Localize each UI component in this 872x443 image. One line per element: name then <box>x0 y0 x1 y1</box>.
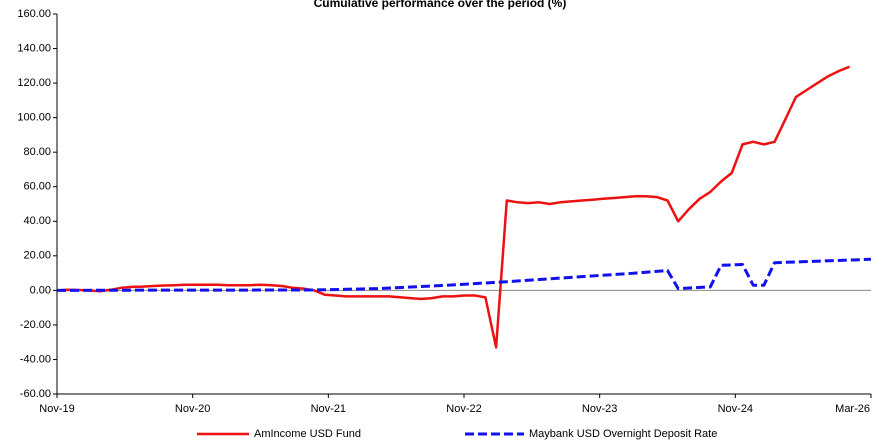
chart-title: Cumulative performance over the period (… <box>314 0 567 10</box>
y-tick-label: -20.00 <box>20 319 51 331</box>
y-tick-label: 0.00 <box>30 284 51 296</box>
y-tick-label: -60.00 <box>20 388 51 400</box>
y-tick-label: 140.00 <box>17 42 51 54</box>
x-tick-label: Nov-20 <box>175 403 210 415</box>
x-tick-label: Nov-22 <box>446 403 481 415</box>
x-tick-label: Mar-26 <box>835 403 870 415</box>
series-benchmark-line <box>56 257 872 292</box>
y-tick-label: 80.00 <box>23 146 51 158</box>
y-tick-label: 100.00 <box>17 112 51 124</box>
x-tick-label: Nov-21 <box>311 403 346 415</box>
x-tick-label: Nov-23 <box>582 403 617 415</box>
y-tick-label: 20.00 <box>23 250 51 262</box>
x-tick-label: Nov-24 <box>718 403 753 415</box>
series-fund-line <box>56 65 851 349</box>
legend: AmIncome USD Fund Maybank USD Overnight … <box>197 428 717 440</box>
y-tick-label: 60.00 <box>23 181 51 193</box>
y-axis-ticks: 160.00 140.00 120.00 100.00 80.00 60.00 40.00 2… <box>17 8 57 400</box>
y-tick-label: 160.00 <box>17 8 51 20</box>
y-tick-label: -40.00 <box>20 353 51 365</box>
y-tick-label: 40.00 <box>23 215 51 227</box>
legend-benchmark-label: Maybank USD Overnight Deposit Rate <box>529 428 717 440</box>
legend-fund-label: AmIncome USD Fund <box>254 428 361 440</box>
x-axis-ticks: Nov-19 Nov-20 Nov-21 Nov-22 Nov-23 Nov-24 Mar-… <box>39 394 872 415</box>
y-tick-label: 120.00 <box>17 77 51 89</box>
x-tick-label: Nov-19 <box>39 403 74 415</box>
